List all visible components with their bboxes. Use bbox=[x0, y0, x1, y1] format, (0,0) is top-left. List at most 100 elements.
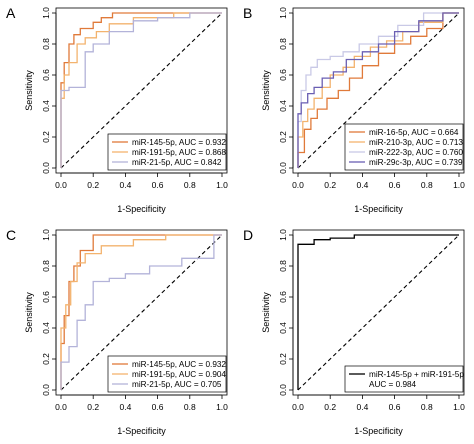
y-tick-label: 0.4 bbox=[41, 322, 51, 334]
y-tick-label: 1.0 bbox=[278, 229, 288, 241]
roc-curve bbox=[297, 12, 459, 168]
legend-box bbox=[107, 133, 227, 171]
legend-entry: miR-222-3p, AUC = 0.760 bbox=[369, 148, 463, 157]
panel-b: B 0.0 0.2 0.4 0.6 0.8 1.0 0.0 0.2 0.4 0.6 0.8 1.0 1-S… bbox=[243, 5, 465, 214]
x-axis-title: 1-Specificity bbox=[354, 426, 403, 436]
y-tick-label: 0.8 bbox=[278, 38, 288, 50]
y-tick-label: 1.0 bbox=[41, 7, 51, 19]
x-tick-label: 1.0 bbox=[453, 402, 465, 412]
y-axis-title: Sensitivity bbox=[24, 70, 34, 111]
x-tick-label: 0.4 bbox=[119, 402, 131, 412]
legend-box bbox=[344, 365, 464, 393]
x-tick-label: 1.0 bbox=[216, 180, 228, 190]
y-tick-label: 1.0 bbox=[278, 7, 288, 19]
y-tick-label: 0.4 bbox=[41, 100, 51, 112]
panel-letter: C bbox=[6, 227, 16, 243]
x-tick-label: 0.2 bbox=[324, 180, 336, 190]
y-tick-label: 0.6 bbox=[41, 69, 51, 81]
plot-frame bbox=[292, 7, 465, 174]
x-tick-label: 0.4 bbox=[119, 180, 131, 190]
x-tick-label: 0.2 bbox=[87, 180, 99, 190]
x-tick-label: 0.6 bbox=[152, 180, 164, 190]
x-tick-label: 0.8 bbox=[184, 402, 196, 412]
legend-entry: miR-191-5p, AUC = 0.868 bbox=[132, 148, 226, 157]
y-tick-label: 0.4 bbox=[278, 100, 288, 112]
x-tick-label: 0.8 bbox=[184, 180, 196, 190]
legend-entry: miR-191-5p, AUC = 0.904 bbox=[132, 370, 226, 379]
y-tick-label: 0.0 bbox=[278, 384, 288, 396]
panel-letter: A bbox=[6, 5, 16, 21]
y-tick-label: 0.6 bbox=[41, 291, 51, 303]
y-tick-label: 0.0 bbox=[41, 162, 51, 174]
roc-curve bbox=[60, 12, 222, 168]
plot-frame bbox=[292, 229, 465, 396]
y-axis-title: Sensitivity bbox=[261, 292, 271, 333]
panel-d: D 0.0 0.2 0.4 0.6 0.8 1.0 0.0 0.2 0.4 0.6 0.8 1.0 1-S… bbox=[243, 227, 465, 436]
legend-entry: miR-145-5p, AUC = 0.932 bbox=[132, 138, 226, 147]
x-tick-label: 0.0 bbox=[55, 180, 67, 190]
y-tick-label: 0.0 bbox=[41, 384, 51, 396]
reference-diagonal bbox=[297, 234, 460, 391]
reference-diagonal bbox=[297, 12, 460, 169]
y-tick-label: 0.8 bbox=[41, 260, 51, 272]
plot-frame bbox=[55, 7, 228, 174]
x-tick-label: 0.2 bbox=[87, 402, 99, 412]
x-tick-label: 0.0 bbox=[55, 402, 67, 412]
x-tick-label: 0.4 bbox=[356, 180, 368, 190]
panel-letter: B bbox=[243, 5, 252, 21]
roc-curve bbox=[297, 234, 459, 390]
x-tick-label: 0.8 bbox=[421, 180, 433, 190]
panel-c: C 0.0 0.2 0.4 0.6 0.8 1.0 0.0 0.2 0.4 0.6 0.8 1.0 1-S… bbox=[6, 227, 228, 436]
legend-entry: miR-16-5p, AUC = 0.664 bbox=[369, 128, 459, 137]
y-tick-label: 0.2 bbox=[41, 353, 51, 365]
legend-entry: miR-145-5p + miR-191-5p bbox=[369, 370, 464, 379]
legend-entry: miR-29c-3p, AUC = 0.739 bbox=[369, 158, 463, 167]
legend-entry: miR-21-5p, AUC = 0.842 bbox=[132, 158, 222, 167]
legend-entry: miR-21-5p, AUC = 0.705 bbox=[132, 380, 222, 389]
roc-curve bbox=[297, 12, 459, 168]
x-tick-label: 0.6 bbox=[152, 402, 164, 412]
reference-diagonal bbox=[60, 234, 223, 391]
panel-a: A 0.0 0.2 0.4 0.6 0.8 1.0 0.0 0.2 0.4 0.6 0.8 1.0 1-S… bbox=[6, 5, 228, 214]
legend-entry: miR-145-5p, AUC = 0.932 bbox=[132, 360, 226, 369]
y-tick-label: 0.2 bbox=[278, 131, 288, 143]
x-tick-label: 0.8 bbox=[421, 402, 433, 412]
reference-diagonal bbox=[60, 12, 223, 169]
y-tick-label: 0.8 bbox=[278, 260, 288, 272]
y-tick-label: 1.0 bbox=[41, 229, 51, 241]
x-axis-title: 1-Specificity bbox=[117, 204, 166, 214]
roc-curve bbox=[297, 12, 459, 168]
x-axis-title: 1-Specificity bbox=[117, 426, 166, 436]
roc-curve bbox=[60, 12, 222, 168]
x-axis-title: 1-Specificity bbox=[354, 204, 403, 214]
y-tick-label: 0.2 bbox=[278, 353, 288, 365]
plot-frame bbox=[55, 229, 228, 396]
panel-letter: D bbox=[243, 227, 253, 243]
y-tick-label: 0.6 bbox=[278, 69, 288, 81]
y-tick-label: 0.8 bbox=[41, 38, 51, 50]
roc-curve bbox=[60, 12, 222, 168]
x-tick-label: 0.4 bbox=[356, 402, 368, 412]
legend-entry: AUC = 0.984 bbox=[369, 380, 417, 389]
x-tick-label: 1.0 bbox=[216, 402, 228, 412]
x-tick-label: 0.6 bbox=[389, 402, 401, 412]
y-tick-label: 0.0 bbox=[278, 162, 288, 174]
x-tick-label: 1.0 bbox=[453, 180, 465, 190]
y-axis-title: Sensitivity bbox=[261, 70, 271, 111]
y-tick-label: 0.2 bbox=[41, 131, 51, 143]
legend-entry: miR-210-3p, AUC = 0.713 bbox=[369, 138, 463, 147]
roc-curve bbox=[60, 234, 222, 390]
x-tick-label: 0.0 bbox=[292, 180, 304, 190]
x-tick-label: 0.0 bbox=[292, 402, 304, 412]
x-tick-label: 0.6 bbox=[389, 180, 401, 190]
y-axis-title: Sensitivity bbox=[24, 292, 34, 333]
y-tick-label: 0.4 bbox=[278, 322, 288, 334]
x-tick-label: 0.2 bbox=[324, 402, 336, 412]
y-tick-label: 0.6 bbox=[278, 291, 288, 303]
roc-curve bbox=[60, 234, 222, 390]
